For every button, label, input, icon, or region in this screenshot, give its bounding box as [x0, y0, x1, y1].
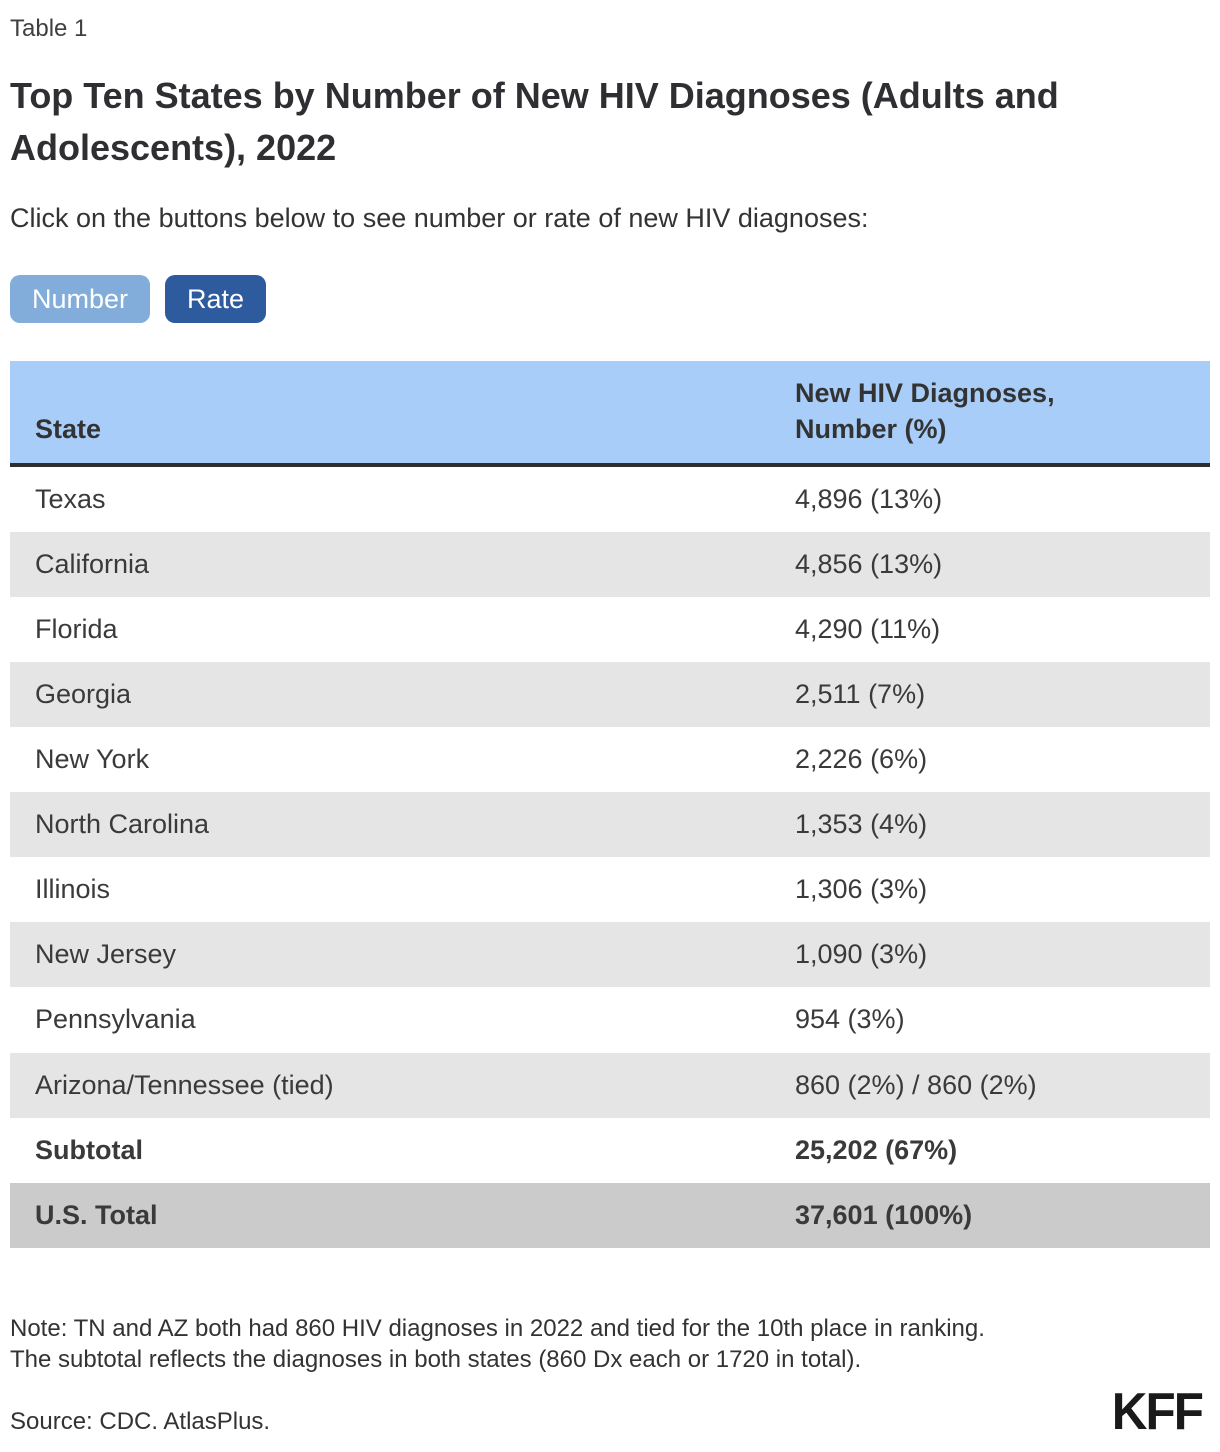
table-row: Texas 4,896 (13%) — [10, 465, 1210, 532]
state-cell: Pennsylvania — [35, 1004, 196, 1035]
value-cell: 860 (2%) / 860 (2%) — [795, 1069, 1037, 1100]
rate-toggle-button[interactable]: Rate — [165, 275, 267, 324]
table-row: California 4,856 (13%) — [10, 531, 1210, 597]
table-row: Georgia 2,511 (7%) — [10, 661, 1210, 728]
state-column-header: State — [10, 361, 770, 467]
value-column-header-line1: New HIV Diagnoses, — [795, 378, 1055, 409]
table-row: Illinois 1,306 (3%) — [10, 857, 1210, 922]
number-toggle-button[interactable]: Number — [10, 275, 151, 324]
value-cell: 37,601 (100%) — [795, 1199, 973, 1230]
note-line-1: Note: TN and AZ both had 860 HIV diagnos… — [10, 1314, 985, 1342]
value-column-header: New HIV Diagnoses, Number (%) — [770, 361, 1210, 467]
kff-logo: KFF — [1111, 1383, 1204, 1442]
page-title: Top Ten States by Number of New HIV Diag… — [10, 75, 1059, 168]
hiv-diagnoses-table: State New HIV Diagnoses, Number (%) Texa… — [10, 361, 1210, 1248]
table-row: Pennsylvania 954 (3%) — [10, 987, 1210, 1052]
value-cell: 1,353 (4%) — [795, 809, 928, 840]
view-toggle-group: Number Rate — [10, 275, 1210, 324]
state-cell: Illinois — [35, 874, 111, 905]
state-cell: Subtotal — [35, 1134, 143, 1165]
value-cell: 25,202 (67%) — [795, 1134, 958, 1165]
value-cell: 4,290 (11%) — [795, 613, 941, 644]
instructions-text: Click on the buttons below to see number… — [10, 202, 869, 233]
value-cell: 1,306 (3%) — [795, 874, 928, 905]
state-cell: New Jersey — [35, 939, 177, 970]
value-cell: 4,856 (13%) — [795, 548, 943, 579]
table-row: Arizona/Tennessee (tied) 860 (2%) / 860 (… — [10, 1052, 1210, 1118]
table-row: U.S. Total 37,601 (100%) — [10, 1182, 1210, 1248]
value-cell: 4,896 (13%) — [795, 483, 943, 514]
state-cell: North Carolina — [35, 809, 210, 840]
state-cell: U.S. Total — [35, 1199, 158, 1230]
state-cell: Arizona/Tennessee (tied) — [35, 1069, 334, 1100]
table-row: New York 2,226 (6%) — [10, 727, 1210, 792]
table-row: North Carolina 1,353 (4%) — [10, 792, 1210, 858]
state-cell: California — [35, 548, 150, 579]
state-cell: Texas — [35, 483, 106, 514]
value-cell: 2,226 (6%) — [795, 744, 928, 775]
value-cell: 954 (3%) — [795, 1004, 905, 1035]
source-row: Source: CDC. AtlasPlus. KFF — [10, 1383, 1210, 1442]
note-line-2: The subtotal reflects the diagnoses in b… — [10, 1345, 862, 1373]
state-cell: Florida — [35, 613, 118, 644]
note-text: Note: TN and AZ both had 860 HIV diagnos… — [10, 1314, 1210, 1375]
table-row: New Jersey 1,090 (3%) — [10, 922, 1210, 988]
source-text: Source: CDC. AtlasPlus. — [10, 1408, 271, 1436]
table-header-row: State New HIV Diagnoses, Number (%) — [10, 361, 1210, 467]
value-column-header-line2: Number (%) — [795, 414, 947, 445]
state-cell: Georgia — [35, 678, 132, 709]
state-cell: New York — [35, 744, 150, 775]
table-label: Table 1 — [10, 15, 88, 42]
table-row: Subtotal 25,202 (67%) — [10, 1118, 1210, 1183]
table-row: Florida 4,290 (11%) — [10, 597, 1210, 662]
value-cell: 2,511 (7%) — [795, 678, 926, 709]
value-cell: 1,090 (3%) — [795, 939, 928, 970]
